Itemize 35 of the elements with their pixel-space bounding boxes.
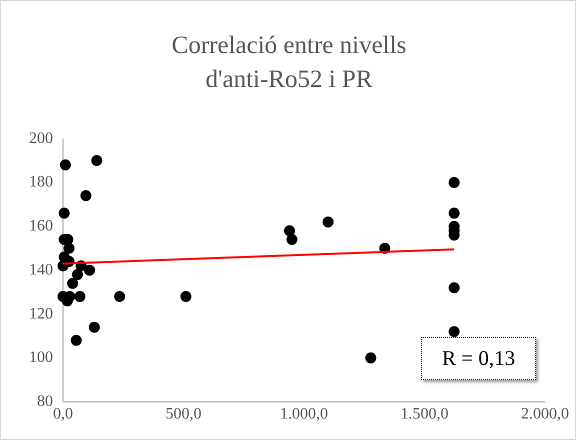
- y-tick-label: 100: [29, 349, 53, 366]
- point: [365, 352, 376, 364]
- point: [180, 291, 192, 302]
- point: [70, 334, 82, 346]
- x-tick-label: 0,0: [53, 406, 73, 423]
- point: [286, 234, 298, 245]
- point: [84, 264, 96, 276]
- point: [322, 216, 334, 228]
- y-tick-label: 80: [37, 393, 53, 410]
- y-tick-label: 140: [29, 261, 53, 278]
- x-tick-label: 500,0: [166, 406, 202, 423]
- point: [114, 291, 126, 302]
- point: [448, 176, 460, 188]
- point: [284, 225, 296, 236]
- point: [91, 155, 102, 166]
- point: [448, 208, 460, 219]
- annotation: R = 0,13: [421, 337, 536, 380]
- point: [67, 278, 78, 289]
- x-tick-label: 1.000,0: [280, 406, 328, 423]
- x-tick-label: 2.000,0: [521, 406, 569, 423]
- point: [58, 208, 70, 219]
- point: [74, 291, 86, 302]
- chart-title: Correlació entre nivells d'anti-Ro52 i PR: [170, 31, 408, 95]
- point: [80, 190, 92, 202]
- y-tick-label: 160: [29, 218, 53, 235]
- x-tick-label: 1.500,0: [400, 406, 448, 423]
- y-tick-label: 180: [29, 174, 53, 191]
- point: [64, 242, 75, 254]
- y-tick-label: 200: [29, 130, 53, 147]
- point: [448, 282, 460, 294]
- point: [448, 326, 460, 338]
- y-tick-label: 120: [29, 305, 53, 322]
- point: [88, 322, 100, 333]
- point: [72, 269, 83, 280]
- point: [60, 159, 71, 170]
